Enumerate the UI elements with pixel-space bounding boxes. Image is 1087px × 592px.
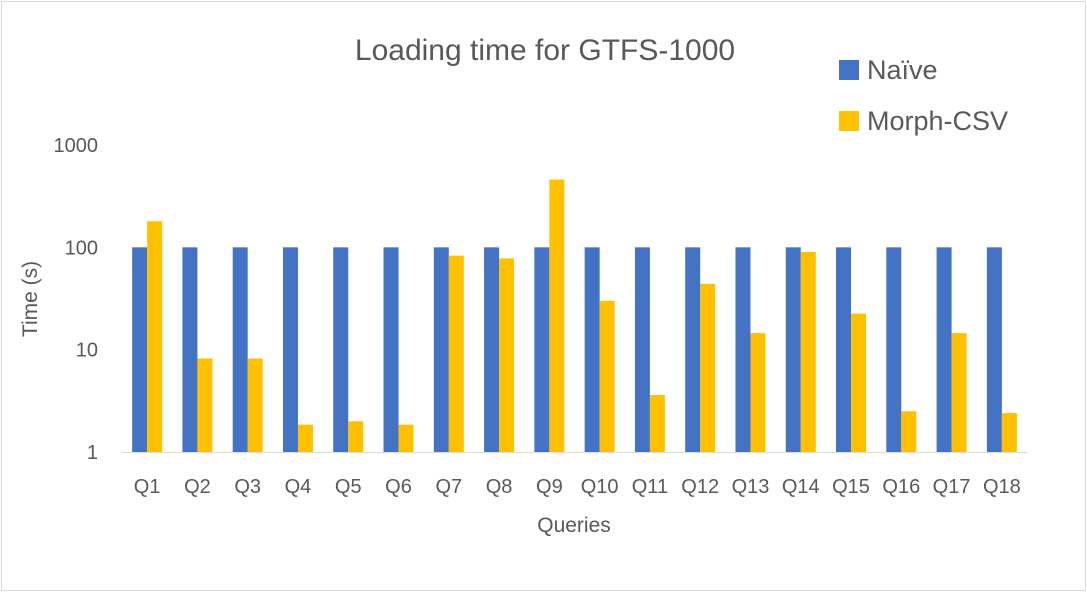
x-tick-label: Q14 — [782, 476, 820, 498]
bar-morph-csv-q13 — [750, 333, 766, 452]
legend-swatch-morph-csv — [839, 111, 859, 131]
x-tick-label: Q15 — [832, 476, 870, 498]
bar-naive-q4 — [282, 247, 298, 452]
y-tick-label: 10 — [76, 340, 98, 362]
x-tick-label: Q7 — [435, 476, 462, 498]
bar-morph-csv-q2 — [197, 358, 213, 452]
x-axis-ticks: Q1 Q2 Q3 Q4 Q5 Q6 Q7 Q8 Q9 Q10 Q11 Q12 Q13 Q14 Q15 Q16 Q… — [134, 476, 1021, 498]
bar-morph-csv-q5 — [348, 421, 364, 452]
x-tick-label: Q3 — [234, 476, 261, 498]
bar-morph-csv-q16 — [901, 411, 917, 452]
y-tick-label: 1 — [87, 442, 98, 464]
bar-naive-q5 — [333, 247, 349, 452]
bar-morph-csv-q17 — [951, 333, 967, 452]
bar-morph-csv-q15 — [851, 313, 867, 452]
x-tick-label: Q13 — [732, 476, 770, 498]
legend: Naïve Morph-CSV — [839, 55, 1008, 136]
bar-naive-q6 — [383, 247, 399, 452]
bar-naive-q8 — [484, 247, 500, 452]
x-tick-label: Q2 — [184, 476, 211, 498]
x-tick-label: Q4 — [285, 476, 312, 498]
bar-morph-csv-q12 — [700, 283, 716, 452]
x-tick-label: Q11 — [632, 476, 668, 498]
bar-naive-q16 — [886, 247, 902, 452]
bar-morph-csv-q14 — [800, 252, 816, 452]
legend-label-morph-csv: Morph-CSV — [867, 106, 1008, 136]
bar-naive-q9 — [534, 247, 550, 452]
x-tick-label: Q16 — [882, 476, 920, 498]
bar-morph-csv-q4 — [297, 424, 313, 452]
bar-naive-q12 — [685, 247, 701, 452]
x-tick-label: Q9 — [536, 476, 563, 498]
bar-naive-q1 — [132, 247, 148, 452]
y-axis-ticks: 1 10 100 1000 — [54, 135, 99, 464]
bar-naive-q7 — [433, 247, 449, 452]
bar-morph-csv-q18 — [1001, 413, 1017, 452]
bar-morph-csv-q11 — [649, 395, 665, 452]
bar-naive-q10 — [584, 247, 600, 452]
bars — [132, 179, 1017, 452]
bar-naive-q11 — [634, 247, 650, 452]
x-tick-label: Q10 — [581, 476, 619, 498]
bar-naive-q15 — [836, 247, 852, 452]
bar-morph-csv-q10 — [599, 300, 615, 452]
x-tick-label: Q12 — [681, 476, 719, 498]
y-tick-label: 1000 — [54, 135, 99, 157]
chart-title: Loading time for GTFS-1000 — [355, 34, 735, 67]
legend-swatch-naive — [839, 60, 859, 80]
x-tick-label: Q18 — [983, 476, 1021, 498]
legend-label-naive: Naïve — [867, 55, 938, 85]
x-tick-label: Q5 — [335, 476, 362, 498]
x-tick-label: Q6 — [385, 476, 412, 498]
bar-morph-csv-q8 — [499, 258, 515, 452]
bar-naive-q18 — [986, 247, 1002, 452]
bar-morph-csv-q7 — [448, 255, 464, 452]
bar-morph-csv-q1 — [147, 221, 163, 452]
x-tick-label: Q1 — [134, 476, 161, 498]
x-axis-label: Queries — [537, 514, 611, 537]
bar-naive-q14 — [785, 247, 801, 452]
bar-morph-csv-q3 — [247, 358, 263, 452]
bar-naive-q3 — [232, 247, 248, 452]
x-tick-label: Q17 — [933, 476, 971, 498]
bar-morph-csv-q9 — [549, 179, 565, 452]
bar-naive-q17 — [936, 247, 952, 452]
bar-naive-q2 — [182, 247, 198, 452]
y-axis-label: Time (s) — [19, 261, 42, 337]
y-tick-label: 100 — [65, 237, 98, 259]
bar-morph-csv-q6 — [398, 424, 414, 452]
bar-naive-q13 — [735, 247, 751, 452]
x-tick-label: Q8 — [486, 476, 513, 498]
